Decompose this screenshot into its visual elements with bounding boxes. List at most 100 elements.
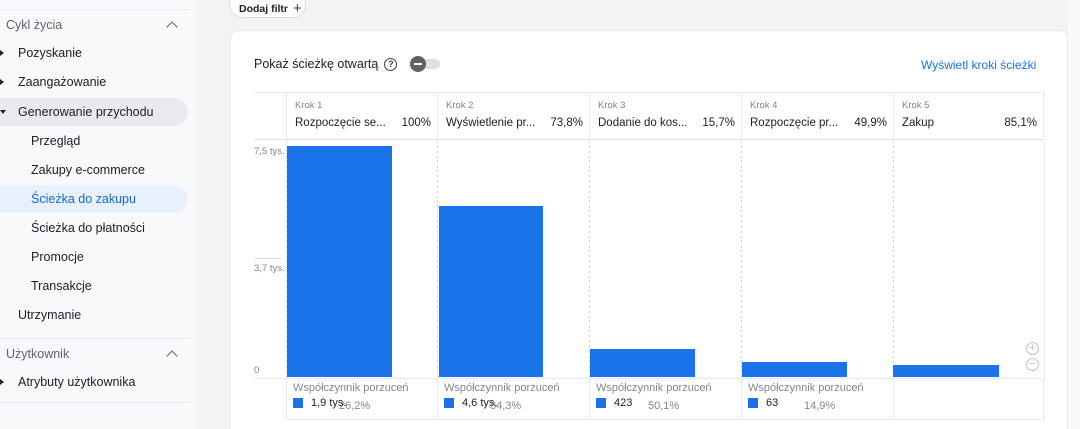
sidebar-item-label: Promocje xyxy=(31,250,84,264)
plus-icon: + xyxy=(293,0,302,17)
sidebar-item-label: Ścieżka do zakupu xyxy=(31,192,136,206)
step-header-4[interactable]: Krok 4 Rozpoczęcie pr... 49,9% xyxy=(741,92,893,140)
funnel-bar-step-4[interactable] xyxy=(742,362,847,377)
funnel-bar-step-5[interactable] xyxy=(893,365,999,377)
sidebar-divider xyxy=(0,402,190,403)
step-header-3[interactable]: Krok 3 Dodanie do kos... 15,7% xyxy=(589,92,741,140)
y-tick-label: 0 xyxy=(254,365,260,376)
zoom-out-icon[interactable]: − xyxy=(1026,358,1039,371)
steps-header-row xyxy=(254,92,1044,140)
expand-arrow-icon xyxy=(0,379,4,385)
abandonment-count: 4,6 tys. xyxy=(462,397,498,409)
abandonment-label: Współczynnik porzuceń xyxy=(444,382,560,394)
abandonment-count: 1,9 tys. xyxy=(311,397,347,409)
sidebar-item-label: Utrzymanie xyxy=(18,308,82,322)
chevron-up-icon xyxy=(166,349,178,362)
step-header-5[interactable]: Krok 5 Zakup 85,1% xyxy=(893,92,1044,140)
sidebar-item-transakcje[interactable]: Transakcje xyxy=(0,272,188,300)
sidebar-item-label: Atrybuty użytkownika xyxy=(18,375,136,389)
step-number: Krok 2 xyxy=(446,100,474,111)
section-user[interactable]: Użytkownik xyxy=(0,338,190,368)
add-filter-button[interactable]: Dodaj filtr + xyxy=(229,0,306,18)
abandonment-count: 63 xyxy=(766,397,779,409)
abandonment-cell-5-empty xyxy=(893,378,1044,420)
sidebar-item-label: Zaangażowanie xyxy=(18,75,107,89)
sidebar-item-atrybuty-uzytkownika[interactable]: Atrybuty użytkownika xyxy=(0,368,188,396)
chevron-up-icon xyxy=(166,20,178,33)
right-panel-edge xyxy=(1068,0,1080,429)
step-name: Zakup xyxy=(902,117,934,129)
gridline xyxy=(893,140,894,378)
gridline xyxy=(437,140,438,378)
legend-square-icon xyxy=(748,398,758,408)
sidebar-item-generowanie-przychodu[interactable]: Generowanie przychodu xyxy=(0,98,188,126)
step-rate: 100% xyxy=(401,117,431,129)
section-lifecycle-label: Cykl życia xyxy=(6,17,63,32)
step-name: Rozpoczęcie pr... xyxy=(750,117,839,129)
sidebar-item-label: Przegląd xyxy=(31,134,81,148)
step-name: Rozpoczęcie se... xyxy=(295,117,386,129)
collapse-arrow-icon xyxy=(0,110,6,114)
y-tick-label: 7,5 tys. xyxy=(254,146,285,157)
funnel-bar-step-2[interactable] xyxy=(439,206,543,377)
funnel-chart: Krok 1 Rozpoczęcie se... 100% Krok 2 Wyśw… xyxy=(254,92,1045,422)
gridline xyxy=(1044,140,1045,378)
abandonment-cell-3[interactable]: Współczynnik porzuceń 423 50,1% xyxy=(589,378,741,420)
legend-square-icon xyxy=(596,398,606,408)
sidebar-item-zaangazowanie[interactable]: Zaangażowanie xyxy=(0,68,188,96)
step-rate: 73,8% xyxy=(550,117,583,129)
legend-square-icon xyxy=(444,398,454,408)
y-tick-line xyxy=(254,258,282,259)
sidebar-item-sciezka-do-platnosci[interactable]: Ścieżka do płatności xyxy=(0,214,188,242)
funnel-bar-step-3[interactable] xyxy=(590,349,695,377)
abandonment-count: 423 xyxy=(614,397,633,409)
sidebar-item-label: Zakupy e-commerce xyxy=(31,163,145,177)
step-rate: 49,9% xyxy=(854,117,887,129)
step-name: Dodanie do kos... xyxy=(598,117,688,129)
abandonment-cell-2[interactable]: Współczynnik porzuceń 4,6 tys. 84,3% xyxy=(437,378,589,420)
sidebar-item-label: Transakcje xyxy=(31,279,92,293)
open-funnel-toggle-row: Pokaż ścieżkę otwartą ? xyxy=(254,56,442,72)
funnel-bar-step-1[interactable] xyxy=(287,146,392,377)
expand-arrow-icon xyxy=(0,50,4,56)
step-number: Krok 3 xyxy=(598,100,626,111)
help-icon[interactable]: ? xyxy=(384,57,398,71)
zoom-in-icon[interactable]: + xyxy=(1026,342,1039,355)
gridline xyxy=(286,140,287,378)
step-number: Krok 5 xyxy=(902,100,930,111)
step-rate: 85,1% xyxy=(1004,117,1037,129)
abandonment-label: Współczynnik porzuceń xyxy=(596,382,712,394)
expand-arrow-icon xyxy=(0,79,4,85)
step-number: Krok 4 xyxy=(750,100,778,111)
section-lifecycle[interactable]: Cykl życia xyxy=(0,9,190,39)
section-user-label: Użytkownik xyxy=(6,346,70,361)
gridline xyxy=(589,140,590,378)
sidebar-item-label: Pozyskanie xyxy=(18,46,82,60)
add-filter-label: Dodaj filtr xyxy=(239,3,288,15)
abandonment-rate: 14,9% xyxy=(804,400,836,412)
step-rate: 15,7% xyxy=(702,117,735,129)
sidebar-item-promocje[interactable]: Promocje xyxy=(0,243,188,271)
sidebar-item-zakupy-ecommerce[interactable]: Zakupy e-commerce xyxy=(0,156,188,184)
toggle-knob xyxy=(410,56,427,72)
view-funnel-steps-link[interactable]: Wyświetl kroki ścieżki xyxy=(921,58,1037,72)
y-tick-label: 3,7 tys. xyxy=(254,263,285,274)
open-funnel-toggle[interactable] xyxy=(410,56,442,72)
step-header-2[interactable]: Krok 2 Wyświetlenie pr... 73,8% xyxy=(437,92,589,140)
step-name: Wyświetlenie pr... xyxy=(446,117,536,129)
sidebar-item-label: Ścieżka do płatności xyxy=(31,221,145,235)
abandonment-rate: 26,2% xyxy=(339,400,371,412)
sidebar-item-sciezka-do-zakupu[interactable]: Ścieżka do zakupu xyxy=(0,185,188,213)
gridline xyxy=(741,140,742,378)
legend-square-icon xyxy=(293,398,303,408)
abandonment-label: Współczynnik porzuceń xyxy=(293,382,409,394)
open-funnel-label: Pokaż ścieżkę otwartą xyxy=(254,57,379,71)
abandonment-rate: 50,1% xyxy=(648,400,680,412)
sidebar-item-pozyskanie[interactable]: Pozyskanie xyxy=(0,39,188,67)
toggle-track xyxy=(416,59,441,69)
abandonment-cell-4[interactable]: Współczynnik porzuceń 63 14,9% xyxy=(741,378,893,420)
sidebar-item-przeglad[interactable]: Przegląd xyxy=(0,127,188,155)
abandonment-cell-1[interactable]: Współczynnik porzuceń 1,9 tys. 26,2% xyxy=(286,378,437,420)
step-header-1[interactable]: Krok 1 Rozpoczęcie se... 100% xyxy=(286,92,437,140)
sidebar-item-utrzymanie[interactable]: Utrzymanie xyxy=(0,301,188,329)
